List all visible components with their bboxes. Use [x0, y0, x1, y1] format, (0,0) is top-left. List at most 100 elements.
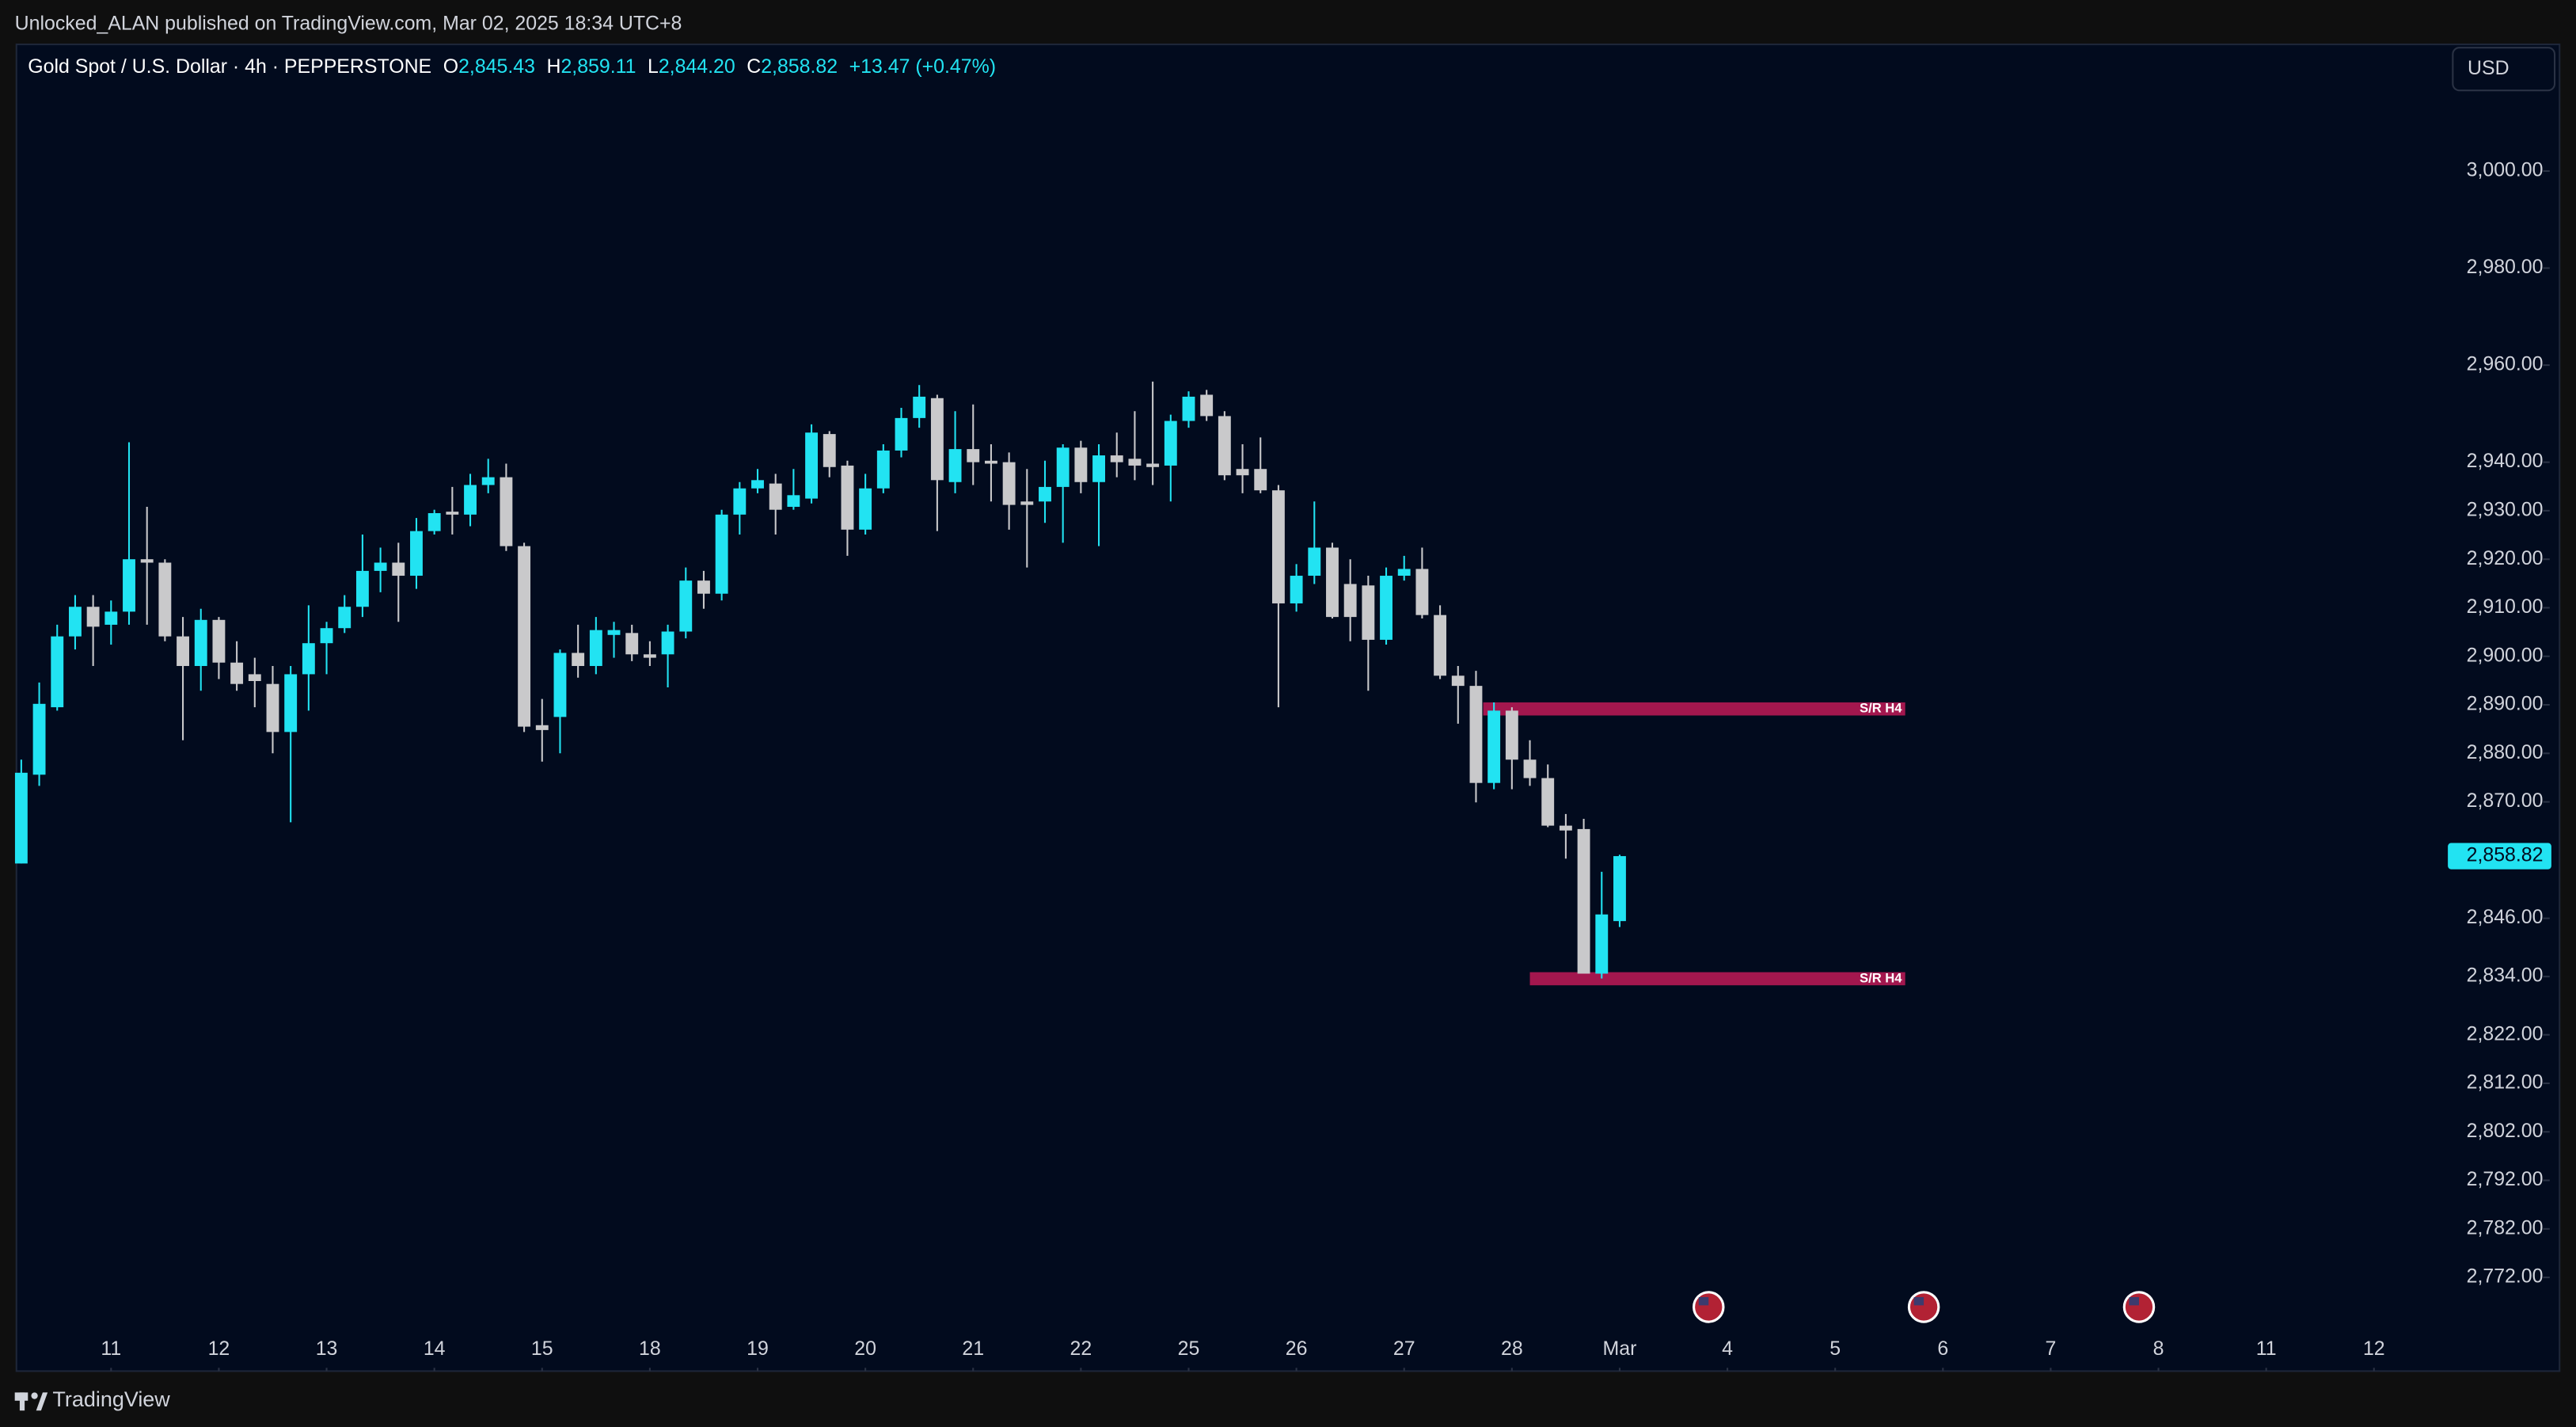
candle-body: [1002, 462, 1016, 505]
candle-body: [787, 495, 800, 508]
candle-body: [1092, 455, 1105, 482]
x-tick-label: Mar: [1603, 1338, 1637, 1360]
candle-body: [1559, 825, 1572, 831]
candle-body: [1128, 459, 1142, 466]
sr-zone-label: S/R H4: [1860, 970, 1902, 985]
candle-body: [535, 725, 549, 730]
candle-body: [697, 580, 710, 594]
x-tick-label: 22: [1070, 1338, 1092, 1360]
y-tick-label: 2,940.00: [2467, 450, 2544, 472]
y-tick-label: 3,000.00: [2467, 159, 2544, 181]
candle-body: [589, 630, 602, 667]
candle-body: [427, 512, 441, 531]
y-tick-label: 2,822.00: [2467, 1022, 2544, 1045]
candle-body: [1110, 455, 1123, 462]
candle-body: [661, 631, 674, 655]
chart-pane: [15, 44, 2561, 1372]
candle-body: [948, 449, 962, 482]
x-tick-label: 14: [424, 1338, 446, 1360]
candle-body: [284, 674, 298, 733]
candle-body: [230, 662, 244, 684]
candle-body: [446, 512, 459, 515]
candle-body: [481, 477, 495, 485]
candle-body: [1577, 828, 1590, 974]
flag-canton: [1913, 1296, 1924, 1306]
symbol-title: Gold Spot / U.S. Dollar · 4h · PEPPERSTO…: [28, 55, 431, 78]
candle-body: [302, 643, 315, 675]
candle-body: [355, 570, 369, 607]
candle-body: [1469, 686, 1483, 783]
y-tick-label: 2,812.00: [2467, 1071, 2544, 1094]
candle-body: [572, 653, 585, 667]
event-icon[interactable]: [1693, 1291, 1725, 1323]
legend-change: +13.47 (+0.47%): [849, 55, 996, 78]
y-tick-label: 2,792.00: [2467, 1168, 2544, 1190]
candle-body: [679, 580, 693, 632]
x-tick-label: 25: [1178, 1338, 1200, 1360]
candle-body: [1523, 759, 1537, 778]
legend-value: 2,845.43: [458, 55, 535, 78]
legend-key: H: [546, 55, 560, 78]
x-tick-label: 21: [962, 1338, 984, 1360]
candle-body: [895, 417, 908, 451]
candle-body: [104, 611, 118, 625]
candle-body: [177, 636, 189, 667]
flag-canton: [1698, 1296, 1709, 1306]
x-tick-label: 4: [1722, 1338, 1733, 1360]
candle-body: [1595, 914, 1609, 974]
logo-part: [19, 1392, 25, 1411]
candle-body: [51, 636, 64, 708]
candle-body: [123, 559, 135, 612]
x-tick-label: 18: [639, 1338, 661, 1360]
x-tick-label: 7: [2046, 1338, 2057, 1360]
candle-body: [1182, 396, 1195, 421]
legend-value: 2,858.82: [761, 55, 838, 78]
candle-body: [984, 460, 997, 464]
candle-body: [140, 559, 154, 563]
candle-body: [248, 674, 261, 682]
logo-part: [31, 1392, 38, 1399]
candle-body: [1218, 416, 1231, 476]
y-tick-label: 2,802.00: [2467, 1120, 2544, 1142]
candle-body: [14, 772, 28, 864]
legend-value: 2,844.20: [659, 55, 735, 78]
legend-key: O: [443, 55, 458, 78]
currency-button[interactable]: [2452, 47, 2556, 92]
candle-body: [1146, 463, 1160, 467]
y-tick-label: 2,880.00: [2467, 741, 2544, 763]
legend-value: 2,859.11: [560, 55, 636, 78]
brand-logo: [14, 1392, 48, 1411]
candle-body: [1271, 490, 1285, 603]
brand-name: TradingView: [52, 1387, 170, 1411]
candle-body: [1397, 569, 1411, 577]
candle-body: [1254, 469, 1267, 491]
candle-body: [1308, 547, 1321, 577]
y-tick-label: 2,846.00: [2467, 906, 2544, 928]
x-tick-label: 13: [316, 1338, 338, 1360]
x-tick-label: 12: [208, 1338, 230, 1360]
event-icons: [1693, 1291, 2156, 1323]
sr-zone-label: S/R H4: [1860, 701, 1902, 716]
y-tick-label: 2,772.00: [2467, 1265, 2544, 1288]
attribution: Unlocked_ALAN published on TradingView.c…: [15, 13, 682, 35]
candle-body: [1164, 420, 1177, 466]
candle-body: [338, 607, 351, 629]
candle-body: [1343, 584, 1357, 618]
y-tick-label: 2,980.00: [2467, 256, 2544, 278]
candle-body: [320, 628, 333, 644]
event-icon[interactable]: [1907, 1291, 1940, 1323]
x-tick-label: 26: [1286, 1338, 1308, 1360]
x-tick-label: 11: [101, 1338, 121, 1360]
flag-canton: [2129, 1296, 2139, 1306]
candle-body: [32, 703, 46, 775]
candle-body: [68, 607, 82, 637]
x-tick-label: 15: [531, 1338, 553, 1360]
event-icon[interactable]: [2122, 1291, 2156, 1323]
candle-body: [751, 480, 764, 489]
candle-body: [464, 485, 477, 515]
candle-body: [1039, 486, 1051, 502]
x-tick-label: 27: [1393, 1338, 1415, 1360]
candle-body: [1056, 447, 1070, 487]
candle-body: [266, 683, 279, 733]
